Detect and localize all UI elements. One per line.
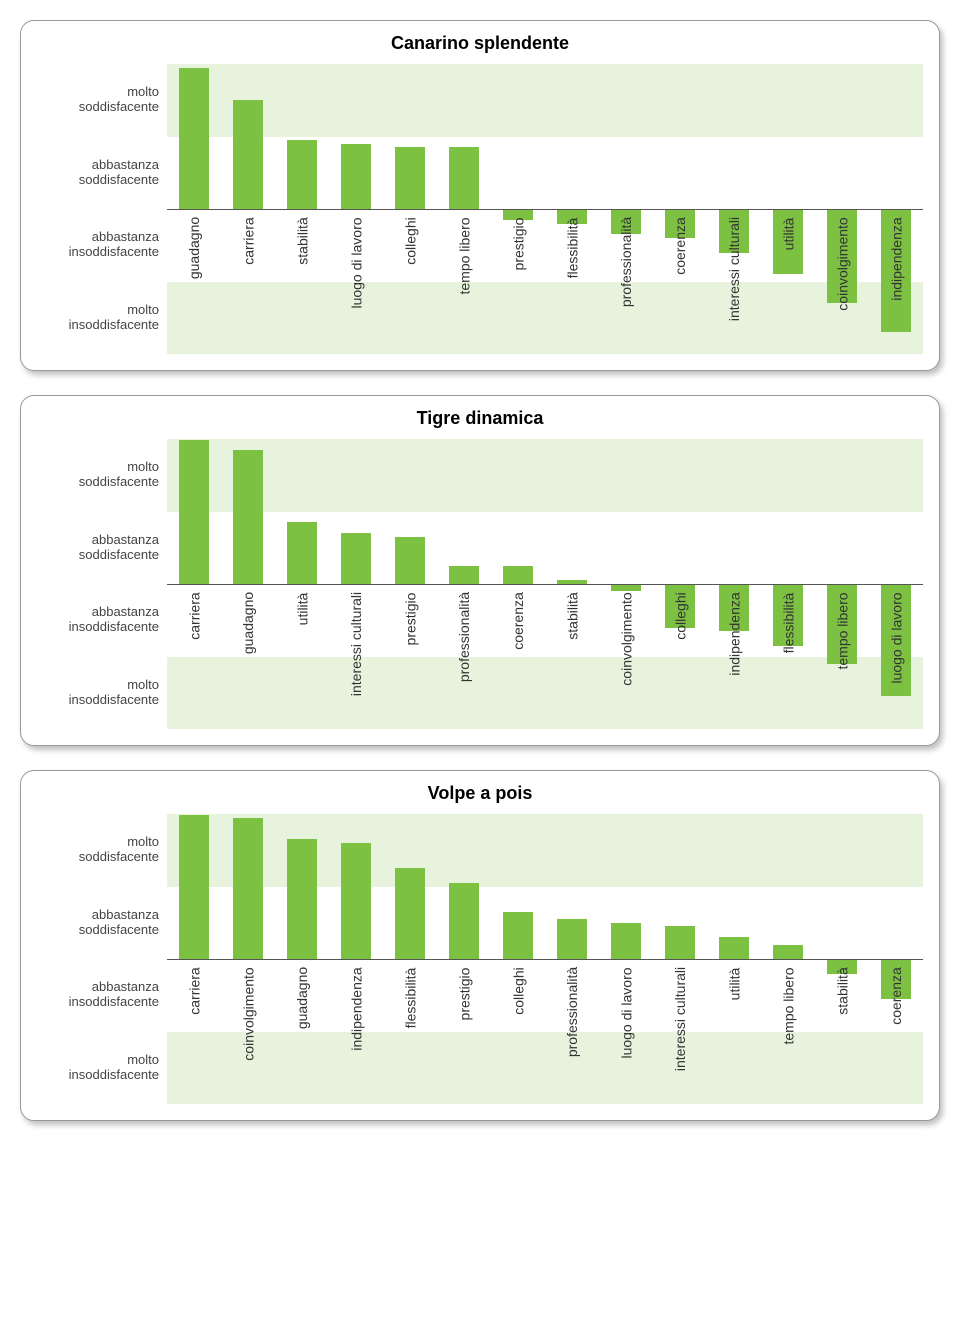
bar-label: carriera (186, 592, 202, 639)
bar-label: carriera (186, 967, 202, 1014)
bar-label: stabilità (834, 967, 850, 1014)
bar-label: interessi culturali (348, 592, 364, 696)
bar (395, 147, 425, 209)
bar (233, 450, 263, 584)
bar (773, 945, 803, 960)
bar (395, 537, 425, 584)
bar-label: guadagno (294, 967, 310, 1029)
bar-label: colleghi (402, 217, 418, 264)
bar-label: stabilità (564, 592, 580, 639)
bar-label: colleghi (510, 967, 526, 1014)
y-axis-label: moltoinsoddisfacente (39, 1053, 159, 1083)
y-axis-label: moltoinsoddisfacente (39, 303, 159, 333)
chart-panel: Volpe a pois moltosoddisfacente abbastanza… (20, 770, 940, 1121)
y-axis-labels: moltosoddisfacente abbastanzasoddisfacent… (37, 64, 167, 354)
bar (503, 566, 533, 584)
bar-label: indipendenza (348, 967, 364, 1050)
bar-label: utilità (726, 967, 742, 1000)
zero-axis (167, 209, 923, 210)
bar-label: tempo libero (834, 592, 850, 669)
chart-body: moltosoddisfacente abbastanzasoddisfacent… (37, 439, 923, 729)
bar (179, 68, 209, 209)
bar-label: coerenza (510, 592, 526, 650)
zero-axis (167, 959, 923, 960)
bar-label: luogo di lavoro (888, 592, 904, 683)
chart-body: moltosoddisfacente abbastanzasoddisfacent… (37, 814, 923, 1104)
plot-area: guadagno carriera stabilità luogo di lavoro… (167, 64, 923, 354)
bar (287, 839, 317, 959)
plot-area: carriera guadagno utilità interessi cultura… (167, 439, 923, 729)
y-axis-label: abbastanzasoddisfacente (39, 908, 159, 938)
bar-label: guadagno (240, 592, 256, 654)
bar-label: utilità (294, 592, 310, 625)
y-axis-label: moltosoddisfacente (39, 835, 159, 865)
bar-label: coinvolgimento (834, 217, 850, 310)
zero-axis (167, 584, 923, 585)
bar (449, 883, 479, 959)
bar (341, 843, 371, 959)
bar-label: utilità (780, 217, 796, 250)
bar-label: professionalità (456, 592, 472, 682)
bar-label: colleghi (672, 592, 688, 639)
bar-label: prestigio (402, 592, 418, 645)
bar-label: coerenza (888, 967, 904, 1025)
bar-label: indipendenza (726, 592, 742, 675)
y-axis-label: moltosoddisfacente (39, 460, 159, 490)
bar-label: flessibilità (402, 967, 418, 1028)
bar (449, 147, 479, 209)
bar (449, 566, 479, 584)
bar-label: luogo di lavoro (348, 217, 364, 308)
y-axis-labels: moltosoddisfacente abbastanzasoddisfacent… (37, 439, 167, 729)
bar-label: indipendenza (888, 217, 904, 300)
y-axis-label: abbastanzasoddisfacente (39, 533, 159, 563)
bar (611, 923, 641, 959)
chart-panel: Canarino splendente moltosoddisfacente abb… (20, 20, 940, 371)
bar-label: coerenza (672, 217, 688, 275)
bar-label: coinvolgimento (618, 592, 634, 685)
bar-label: prestigio (510, 217, 526, 270)
plot-area: carriera coinvolgimento guadagno indipenden… (167, 814, 923, 1104)
chart-title: Tigre dinamica (37, 408, 923, 429)
y-axis-label: abbastanzainsoddisfacente (39, 980, 159, 1010)
bar-label: interessi culturali (726, 217, 742, 321)
bar-label: stabilità (294, 217, 310, 264)
chart-title: Canarino splendente (37, 33, 923, 54)
bar (611, 584, 641, 591)
y-axis-label: moltosoddisfacente (39, 85, 159, 115)
y-axis-label: moltoinsoddisfacente (39, 678, 159, 708)
bar-label: flessibilità (564, 217, 580, 278)
y-axis-label: abbastanzainsoddisfacente (39, 605, 159, 635)
bar (395, 868, 425, 959)
y-axis-labels: moltosoddisfacente abbastanzasoddisfacent… (37, 814, 167, 1104)
chart-panel: Tigre dinamica moltosoddisfacente abbastan… (20, 395, 940, 746)
bar (287, 522, 317, 584)
bar (233, 818, 263, 959)
bar (179, 815, 209, 959)
chart-body: moltosoddisfacente abbastanzasoddisfacent… (37, 64, 923, 354)
y-axis-label: abbastanzasoddisfacente (39, 158, 159, 188)
bar-label: luogo di lavoro (618, 967, 634, 1058)
bar (179, 440, 209, 584)
bar (719, 937, 749, 959)
bar-label: interessi culturali (672, 967, 688, 1071)
bar-label: professionalità (618, 217, 634, 307)
bar-label: flessibilità (780, 592, 796, 653)
y-axis-label: abbastanzainsoddisfacente (39, 230, 159, 260)
bar (503, 912, 533, 959)
bar-label: coinvolgimento (240, 967, 256, 1060)
bar-label: prestigio (456, 967, 472, 1020)
chart-title: Volpe a pois (37, 783, 923, 804)
bar (341, 144, 371, 209)
bar (341, 533, 371, 584)
bar-label: tempo libero (780, 967, 796, 1044)
bar (287, 140, 317, 209)
bar (665, 926, 695, 959)
bar-label: carriera (240, 217, 256, 264)
bar-label: guadagno (186, 217, 202, 279)
bar-label: tempo libero (456, 217, 472, 294)
bar (557, 919, 587, 959)
bar-label: professionalità (564, 967, 580, 1057)
bar (233, 100, 263, 209)
